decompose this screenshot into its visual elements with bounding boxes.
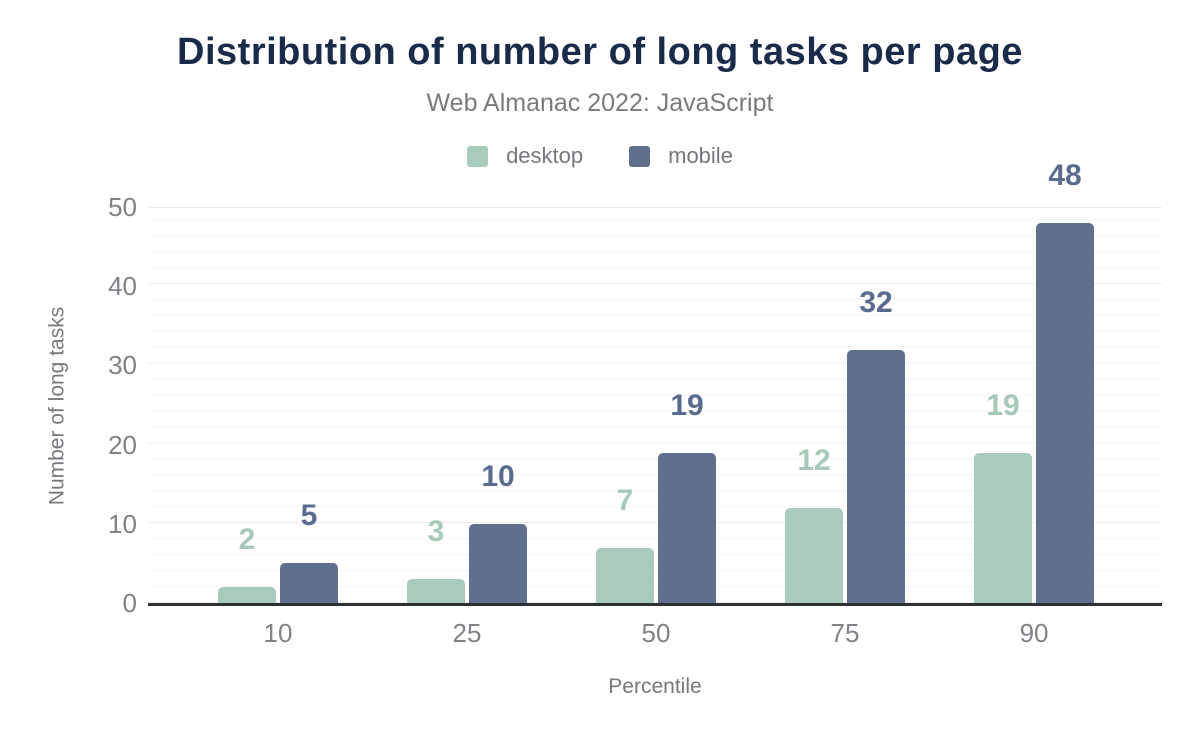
- y-axis-tick-20: 20: [108, 429, 137, 460]
- y-axis-tick-10: 10: [108, 508, 137, 539]
- bar-slot-mobile-p50: 19: [658, 207, 716, 603]
- bar-value-desktop-p50: 7: [616, 483, 634, 517]
- x-axis-tick-50: 50: [641, 618, 671, 648]
- y-axis-tick-0: 0: [122, 588, 137, 618]
- bar-value-mobile-p90: 48: [1048, 158, 1082, 192]
- bar-value-desktop-p90: 19: [986, 388, 1020, 422]
- x-axis-tick-75: 75: [830, 618, 860, 648]
- bar-desktop-p75[interactable]: [785, 507, 844, 603]
- bar-slot-desktop-p25: 3: [407, 207, 465, 603]
- bar-group-p90: 19 48: [974, 160, 1095, 603]
- x-axis-tick-10: 10: [263, 618, 293, 648]
- bar-value-desktop-p10: 2: [238, 523, 256, 557]
- bar-slot-desktop-p10: 2: [217, 207, 276, 603]
- bar-desktop-p25[interactable]: [407, 579, 465, 603]
- legend-label-mobile: mobile: [668, 143, 733, 168]
- bar-value-desktop-p25: 3: [427, 515, 445, 549]
- legend-swatch-mobile: [629, 145, 651, 167]
- bar-mobile-p10[interactable]: [279, 563, 338, 603]
- legend-label-desktop: desktop: [506, 143, 584, 168]
- chart-title: Distribution of number of long tasks per…: [177, 31, 1023, 73]
- bar-group-p25: 3 10: [407, 207, 527, 603]
- bar-value-mobile-p10: 5: [300, 499, 318, 533]
- bar-slot-mobile-p25: 10: [469, 207, 527, 603]
- bar-slot-desktop-p90: 19: [974, 207, 1033, 603]
- bar-desktop-p90[interactable]: [974, 452, 1033, 603]
- y-axis-tick-40: 40: [108, 271, 137, 302]
- bar-value-desktop-p75: 12: [797, 443, 831, 477]
- bar-group-p50: 7 19: [596, 207, 716, 603]
- bar-mobile-p75[interactable]: [847, 349, 906, 603]
- bar-mobile-p50[interactable]: [658, 452, 716, 603]
- y-axis-tick-50: 50: [108, 192, 137, 222]
- chart-subtitle: Web Almanac 2022: JavaScript: [426, 89, 774, 117]
- legend-item-desktop: desktop: [467, 145, 583, 167]
- bar-slot-desktop-p50: 7: [596, 207, 654, 603]
- bar-slot-mobile-p75: 32: [847, 207, 906, 603]
- bar-slot-mobile-p10: 5: [279, 207, 338, 603]
- bar-desktop-p10[interactable]: [217, 587, 276, 603]
- bar-value-mobile-p25: 10: [481, 459, 515, 493]
- x-axis-title: Percentile: [608, 675, 702, 698]
- bar-mobile-p25[interactable]: [469, 523, 527, 603]
- legend: desktop mobile: [0, 145, 1200, 167]
- bar-value-mobile-p50: 19: [670, 388, 704, 422]
- bar-desktop-p50[interactable]: [596, 547, 654, 603]
- bar-group-p75: 12 32: [785, 207, 906, 603]
- x-axis-tick-25: 25: [452, 618, 482, 648]
- bar-value-mobile-p75: 32: [859, 285, 893, 319]
- legend-swatch-desktop: [467, 145, 489, 167]
- bar-mobile-p90[interactable]: [1036, 222, 1095, 603]
- y-axis-title: Number of long tasks: [45, 306, 69, 506]
- legend-item-mobile: mobile: [629, 145, 733, 167]
- y-axis-tick-30: 30: [108, 350, 137, 381]
- bar-slot-mobile-p90: 48: [1036, 160, 1095, 603]
- bar-slot-desktop-p75: 12: [785, 207, 844, 603]
- plot-area: 0 10 20 30 40 50 10 2 5 25 3 10 50 7 19 75 12 32 90 19 48: [108, 160, 1162, 646]
- x-axis-tick-90: 90: [1019, 618, 1049, 648]
